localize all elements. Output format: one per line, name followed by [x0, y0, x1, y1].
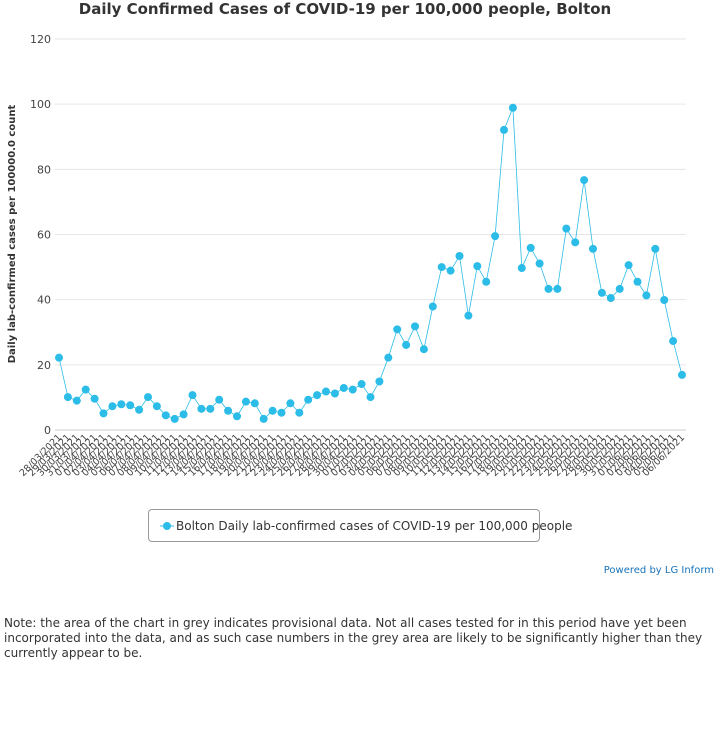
data-point[interactable]	[63, 393, 72, 402]
data-point[interactable]	[473, 262, 482, 271]
gridlines	[55, 38, 686, 431]
data-point[interactable]	[215, 395, 224, 404]
legend[interactable]: Bolton Daily lab-confirmed cases of COVI…	[148, 509, 572, 542]
data-point[interactable]	[197, 404, 206, 413]
data-point[interactable]	[535, 259, 544, 268]
data-point[interactable]	[402, 340, 411, 349]
data-point[interactable]	[259, 414, 268, 423]
data-point[interactable]	[464, 311, 473, 320]
data-point[interactable]	[651, 244, 660, 253]
data-point[interactable]	[179, 410, 188, 419]
data-point[interactable]	[144, 393, 152, 402]
data-point[interactable]	[286, 399, 295, 408]
data-point[interactable]	[206, 404, 215, 413]
data-point[interactable]	[562, 224, 571, 233]
y-tick-label: 60	[37, 229, 51, 242]
data-point[interactable]	[615, 284, 624, 293]
data-point[interactable]	[553, 284, 562, 293]
data-point[interactable]	[126, 401, 135, 410]
series-points	[55, 103, 686, 423]
data-point[interactable]	[108, 402, 117, 411]
data-point[interactable]	[455, 252, 464, 260]
data-point[interactable]	[508, 103, 517, 112]
data-point[interactable]	[393, 325, 402, 334]
data-point[interactable]	[366, 393, 375, 402]
data-point[interactable]	[375, 377, 384, 386]
data-point[interactable]	[233, 412, 241, 421]
data-point[interactable]	[99, 409, 108, 418]
data-point[interactable]	[589, 244, 597, 253]
series-line	[58, 107, 683, 420]
y-axis-ticks: 0 20 40 60 80 100 120	[30, 33, 51, 437]
x-axis-ticks: 28/03/202129/03/202130/03/202131/03/2021…	[18, 432, 688, 479]
y-tick-label: 100	[30, 98, 51, 111]
data-point[interactable]	[135, 405, 144, 414]
data-point[interactable]	[526, 243, 535, 252]
data-point[interactable]	[500, 125, 508, 134]
data-point[interactable]	[446, 266, 455, 275]
data-point[interactable]	[170, 414, 179, 423]
data-point[interactable]	[241, 397, 250, 406]
data-point[interactable]	[348, 385, 357, 394]
data-point[interactable]	[544, 284, 553, 293]
data-point[interactable]	[660, 295, 669, 304]
data-point[interactable]	[491, 232, 500, 241]
chart-area: 0 20 40 60 80 100 120 Daily lab-confirmed case…	[7, 33, 688, 479]
y-tick-label: 80	[37, 163, 51, 176]
data-point[interactable]	[277, 408, 286, 417]
data-point[interactable]	[55, 353, 63, 362]
data-point[interactable]	[188, 391, 197, 400]
data-point[interactable]	[90, 394, 99, 403]
data-point[interactable]	[295, 408, 304, 417]
data-point[interactable]	[357, 380, 366, 389]
legend-marker-icon	[160, 522, 174, 530]
data-point[interactable]	[633, 277, 642, 286]
data-point[interactable]	[437, 263, 446, 272]
data-point[interactable]	[580, 176, 589, 185]
data-point[interactable]	[571, 238, 580, 247]
y-axis-title: Daily lab-confirmed cases per 100000.0 c…	[7, 105, 18, 364]
data-point[interactable]	[313, 391, 322, 400]
data-point[interactable]	[250, 399, 259, 408]
data-point[interactable]	[384, 353, 393, 362]
data-point[interactable]	[624, 261, 633, 270]
data-point[interactable]	[117, 400, 126, 409]
powered-by-link[interactable]: Powered by LG Inform	[603, 565, 714, 576]
data-point[interactable]	[678, 370, 686, 379]
y-tick-label: 40	[37, 294, 51, 307]
data-point[interactable]	[419, 345, 428, 354]
y-tick-label: 120	[30, 33, 51, 46]
data-point[interactable]	[642, 291, 651, 300]
y-tick-label: 0	[44, 424, 51, 437]
data-point[interactable]	[161, 411, 170, 420]
data-point[interactable]	[330, 389, 339, 398]
legend-label: Bolton Daily lab-confirmed cases of COVI…	[176, 519, 573, 533]
data-point[interactable]	[224, 406, 233, 415]
data-point[interactable]	[268, 406, 277, 415]
data-point[interactable]	[606, 294, 615, 303]
provisional-data-note: Note: the area of the chart in grey indi…	[4, 616, 703, 660]
data-point[interactable]	[81, 385, 90, 394]
data-point[interactable]	[597, 288, 606, 297]
data-point[interactable]	[152, 402, 161, 411]
data-point[interactable]	[339, 383, 348, 392]
data-point[interactable]	[411, 322, 419, 331]
y-tick-label: 20	[37, 359, 51, 372]
data-point[interactable]	[72, 396, 81, 405]
data-point[interactable]	[669, 337, 678, 346]
data-point[interactable]	[428, 302, 437, 311]
data-point[interactable]	[304, 395, 313, 404]
chart-title: Daily Confirmed Cases of COVID-19 per 10…	[78, 0, 612, 18]
data-point[interactable]	[482, 277, 491, 286]
data-point[interactable]	[322, 387, 330, 396]
data-point[interactable]	[517, 264, 526, 273]
